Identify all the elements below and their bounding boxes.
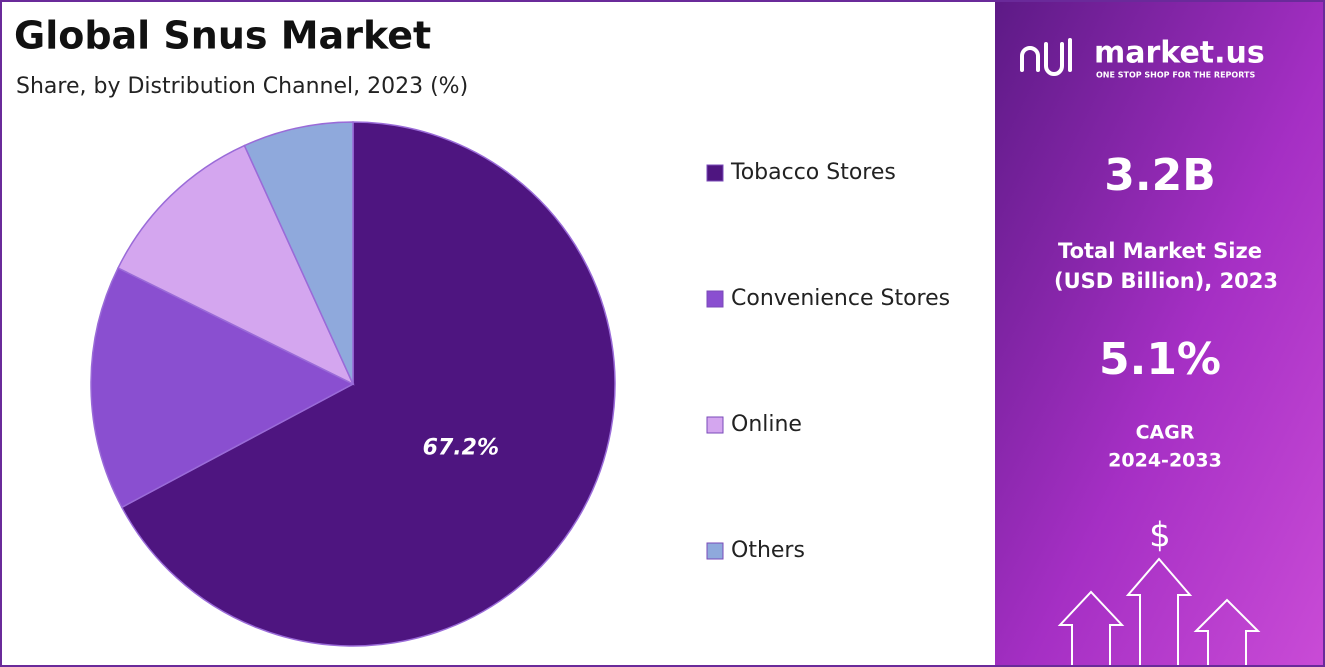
info-panel: market.us ONE STOP SHOP FOR THE REPORTS … — [995, 2, 1323, 665]
brand: market.us — [1094, 36, 1265, 71]
pie-slice — [243, 121, 354, 385]
legend-label: Online — [731, 412, 802, 437]
market-size-label: (USD Billion), 2023 — [1054, 269, 1278, 293]
pie: 67.2% — [90, 121, 616, 647]
legend-swatch — [706, 164, 724, 182]
pie-slice — [90, 266, 355, 509]
legend: Tobacco Stores Convenience Stores Online Ot… — [706, 160, 950, 563]
data-label: 67.2% — [423, 436, 499, 461]
market-size: 3.2B — [1104, 150, 1215, 201]
legend-label: Others — [731, 538, 805, 563]
pie-slice — [117, 144, 355, 386]
legend-label: Tobacco Stores — [730, 160, 896, 185]
logo-icon — [1020, 38, 1072, 76]
legend-swatch — [706, 416, 724, 434]
cagr: 5.1% — [1099, 334, 1221, 385]
cagr-label: 2024-2033 — [1108, 450, 1222, 472]
legend-swatch — [706, 542, 724, 560]
market-size-label: Total Market Size — [1058, 239, 1262, 263]
panel-background — [995, 2, 1323, 665]
dollar-icon: $ — [1149, 516, 1171, 556]
pie-slice — [120, 121, 616, 647]
chart-subtitle: Share, by Distribution Channel, 2023 (%) — [16, 74, 468, 99]
legend-swatch — [706, 290, 724, 308]
arrows — [1057, 557, 1261, 665]
cagr-label: CAGR — [1136, 422, 1195, 444]
chart-title: Global Snus Market — [14, 14, 431, 58]
legend-label: Convenience Stores — [731, 286, 950, 311]
tagline: ONE STOP SHOP FOR THE REPORTS — [1096, 71, 1255, 80]
